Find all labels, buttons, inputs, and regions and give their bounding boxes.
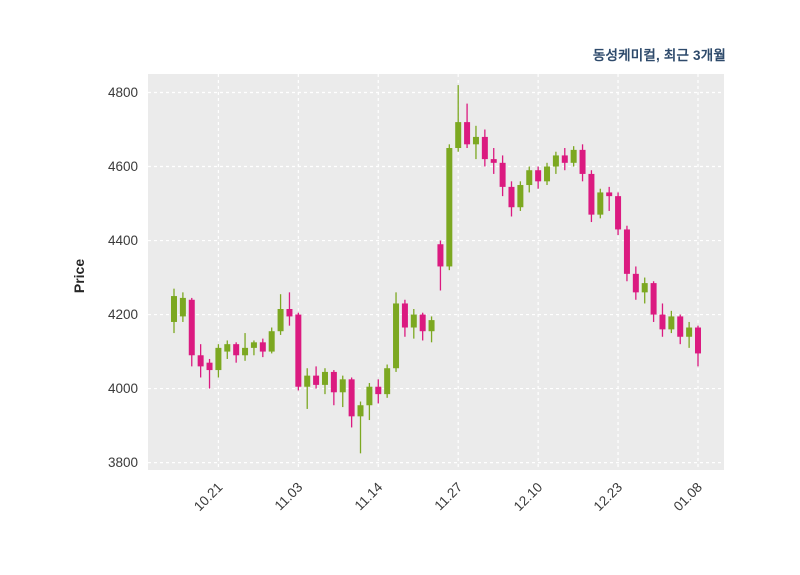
candle-body-down [286, 309, 293, 317]
candle-body-up [544, 166, 551, 182]
candle-body-down [632, 273, 639, 293]
candle-body-down [579, 149, 586, 174]
plot-area [148, 74, 724, 470]
candle-body-down [606, 192, 613, 197]
candle-body-up [366, 386, 373, 406]
candle-body-down [677, 316, 684, 337]
candle-body-up [570, 149, 577, 163]
candle-body-down [233, 344, 240, 356]
x-tick-label: 11.03 [272, 480, 306, 514]
y-tick-label: 4600 [108, 159, 138, 174]
candle-body-down [615, 196, 622, 230]
candle-body-up [668, 316, 675, 330]
candle-body-down [375, 386, 382, 395]
candle-body-down [535, 170, 542, 182]
x-tick-label: 01.08 [671, 480, 706, 515]
candle-body-down [464, 122, 471, 145]
candle-body-down [330, 371, 337, 393]
y-tick-label: 4800 [108, 85, 138, 100]
candle-body-down [313, 375, 320, 385]
candle-body-down [508, 186, 515, 208]
candle-body-up [224, 344, 231, 352]
y-tick-label: 4000 [108, 381, 138, 396]
candle-body-up [410, 314, 417, 328]
x-tick-label: 12.23 [591, 480, 626, 515]
x-tick-label: 11.27 [432, 480, 466, 514]
candle-body-up [250, 342, 257, 348]
x-tick-label: 12.10 [511, 480, 546, 515]
candle-body-down [650, 283, 657, 315]
candle-body-up [552, 155, 559, 167]
candle-body-down [206, 362, 213, 371]
candle-body-up [641, 283, 648, 293]
y-tick-label: 4200 [108, 307, 138, 322]
candle-body-up [242, 347, 249, 356]
candle-body-up [428, 320, 435, 332]
candle-body-down [259, 342, 266, 352]
y-tick-label: 4400 [108, 233, 138, 248]
candle-body-up [171, 296, 177, 322]
candle-body-up [597, 192, 604, 215]
candle-body-up [304, 375, 311, 387]
candle-body-up [526, 170, 533, 186]
candle-body-down [561, 155, 568, 163]
candle-body-up [472, 136, 479, 145]
candle-body-down [348, 379, 355, 417]
y-tick-label: 3800 [108, 455, 138, 470]
candle-body-up [446, 148, 453, 267]
x-tick-label: 10.21 [191, 480, 226, 515]
candle-body-up [357, 405, 364, 417]
candle-body-down [295, 314, 302, 387]
chart-title: 동성케미컬, 최근 3개월 [592, 48, 726, 63]
candle-body-down [623, 229, 630, 274]
candle-body-down [188, 299, 195, 356]
candle-body-up [339, 379, 346, 393]
candle-body-down [197, 355, 204, 367]
candle-body-down [481, 136, 488, 160]
candle-body-down [419, 314, 426, 332]
candle-body-up [179, 297, 186, 317]
x-tick-label: 11.14 [352, 479, 386, 513]
candle-body-down [695, 327, 701, 354]
candle-body-down [490, 159, 497, 163]
candle-body-up [321, 371, 328, 385]
candle-body-down [588, 173, 595, 215]
candle-body-up [517, 185, 524, 208]
candle-body-up [215, 347, 222, 371]
candle-body-down [659, 314, 666, 330]
candle-body-up [393, 303, 400, 369]
candle-body-down [437, 244, 444, 267]
candle-body-down [401, 303, 408, 328]
candle-body-down [499, 162, 506, 187]
candle-body-up [686, 327, 693, 337]
candle-body-up [384, 368, 391, 395]
candle-body-up [268, 331, 275, 352]
candle-body-up [455, 122, 462, 149]
candle-body-up [277, 309, 284, 332]
